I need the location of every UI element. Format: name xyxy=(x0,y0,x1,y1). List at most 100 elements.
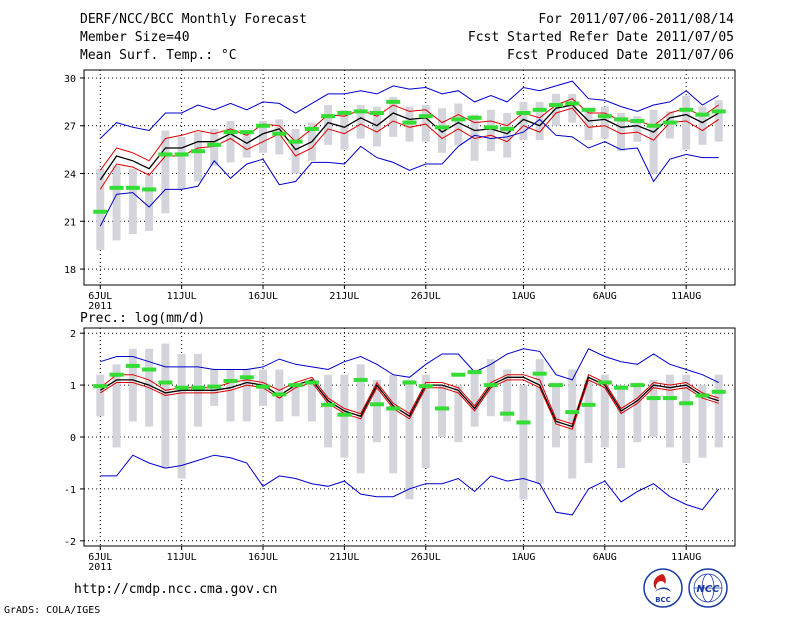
observed-marker xyxy=(321,114,336,119)
x-tick-label: 6AUG xyxy=(593,291,617,302)
spread-bar xyxy=(535,359,544,484)
spread-bar xyxy=(438,108,447,153)
spread-bar xyxy=(193,132,202,182)
spread-bar xyxy=(421,374,430,469)
observed-marker xyxy=(581,107,596,112)
spread-bar xyxy=(665,374,674,448)
bcc-logo: BCC xyxy=(643,568,683,608)
observed-marker xyxy=(418,384,433,389)
spread-bar xyxy=(389,374,398,474)
spread-bar xyxy=(242,130,251,158)
observed-marker xyxy=(353,109,368,114)
spread-bar xyxy=(470,369,479,427)
x-tick-label: 21JUL xyxy=(329,552,359,563)
spread-bar xyxy=(584,379,593,463)
spread-bar xyxy=(291,128,300,174)
observed-marker xyxy=(451,372,466,377)
x-tick-label: 26JUL xyxy=(411,291,441,302)
spread-bar xyxy=(600,106,609,139)
spread-bar xyxy=(551,93,560,126)
series-line-min xyxy=(99,118,719,227)
variable-label: Mean Surf. Temp.: °C xyxy=(80,48,237,63)
x-tick-label: 11AUG xyxy=(671,552,701,563)
observed-marker xyxy=(467,115,482,120)
observed-marker xyxy=(532,371,547,376)
grads-credit: GrADS: COLA/IGES xyxy=(4,605,101,616)
spread-bar xyxy=(486,109,495,152)
observed-marker xyxy=(516,420,531,425)
spread-bar xyxy=(275,119,284,155)
x-tick-label: 11JUL xyxy=(167,552,197,563)
y-tick-label: 0 xyxy=(70,433,76,444)
observed-marker xyxy=(109,185,124,190)
observed-marker xyxy=(256,384,271,389)
source-url[interactable]: http://cmdp.ncc.cma.gov.cn xyxy=(74,582,278,597)
spread-bar xyxy=(96,168,105,250)
spread-bar xyxy=(177,136,186,190)
x-tick-label: 1AUG xyxy=(511,552,535,563)
observed-marker xyxy=(174,385,189,390)
spread-bar xyxy=(470,114,479,161)
observed-marker xyxy=(304,126,319,131)
observed-marker xyxy=(467,370,482,375)
ncc-logo: NCC xyxy=(688,568,728,608)
observed-marker xyxy=(207,142,222,147)
spread-bar xyxy=(519,101,528,141)
series-line-mean xyxy=(99,104,720,181)
spread-bar xyxy=(633,385,642,443)
spread-bar xyxy=(291,385,300,417)
spread-bar xyxy=(96,374,105,417)
y-tick-label: -2 xyxy=(64,537,76,548)
observed-marker xyxy=(93,209,108,214)
observed-marker xyxy=(369,111,384,115)
spread-bar xyxy=(551,385,560,448)
observed-marker xyxy=(223,378,238,383)
spread-bar xyxy=(128,348,137,422)
forecast-period-label: For 2011/07/06-2011/08/14 xyxy=(538,12,734,27)
series-line-lower_quartile xyxy=(100,379,719,430)
spread-bar xyxy=(714,100,723,142)
observed-marker xyxy=(190,385,205,390)
observed-marker xyxy=(288,139,303,144)
observed-marker xyxy=(386,406,401,411)
spread-bar xyxy=(405,379,414,500)
spread-bar xyxy=(698,385,707,458)
spread-bar xyxy=(519,385,528,500)
observed-marker xyxy=(597,114,612,119)
refer-date-label: Fcst Started Refer Date 2011/07/05 xyxy=(467,30,734,45)
spread-bar xyxy=(438,385,447,437)
spread-bar xyxy=(503,369,512,422)
observed-marker xyxy=(207,384,222,389)
spread-bar xyxy=(535,101,544,141)
spread-bar xyxy=(649,379,658,437)
observed-marker xyxy=(548,103,563,108)
observed-marker xyxy=(483,383,498,388)
spread-bar xyxy=(145,175,154,231)
spread-bar xyxy=(112,364,121,448)
y-tick-label: 2 xyxy=(70,329,76,340)
observed-marker xyxy=(272,392,287,397)
spread-bar xyxy=(714,374,723,448)
member-size-label: Member Size=40 xyxy=(80,30,190,45)
spread-bar xyxy=(421,105,430,142)
y-tick-label: 30 xyxy=(64,74,76,85)
observed-marker xyxy=(695,112,710,117)
spread-bar xyxy=(340,109,349,150)
observed-marker xyxy=(630,383,645,388)
observed-marker xyxy=(646,396,661,401)
plot-frame xyxy=(83,69,736,286)
spread-bar xyxy=(226,369,235,422)
bcc-logo-text: BCC xyxy=(655,596,671,604)
spread-bar xyxy=(112,165,121,241)
x-tick-label: 21JUL xyxy=(329,291,359,302)
produced-date-label: Fcst Produced Date 2011/07/06 xyxy=(507,48,734,63)
spread-bar xyxy=(584,108,593,141)
spread-bar xyxy=(682,95,691,150)
series-line-mean xyxy=(99,376,719,428)
spread-bar xyxy=(324,374,333,448)
spread-bar xyxy=(161,343,170,469)
x-tick-label: 6JUL xyxy=(88,291,112,302)
observed-marker xyxy=(337,111,352,115)
